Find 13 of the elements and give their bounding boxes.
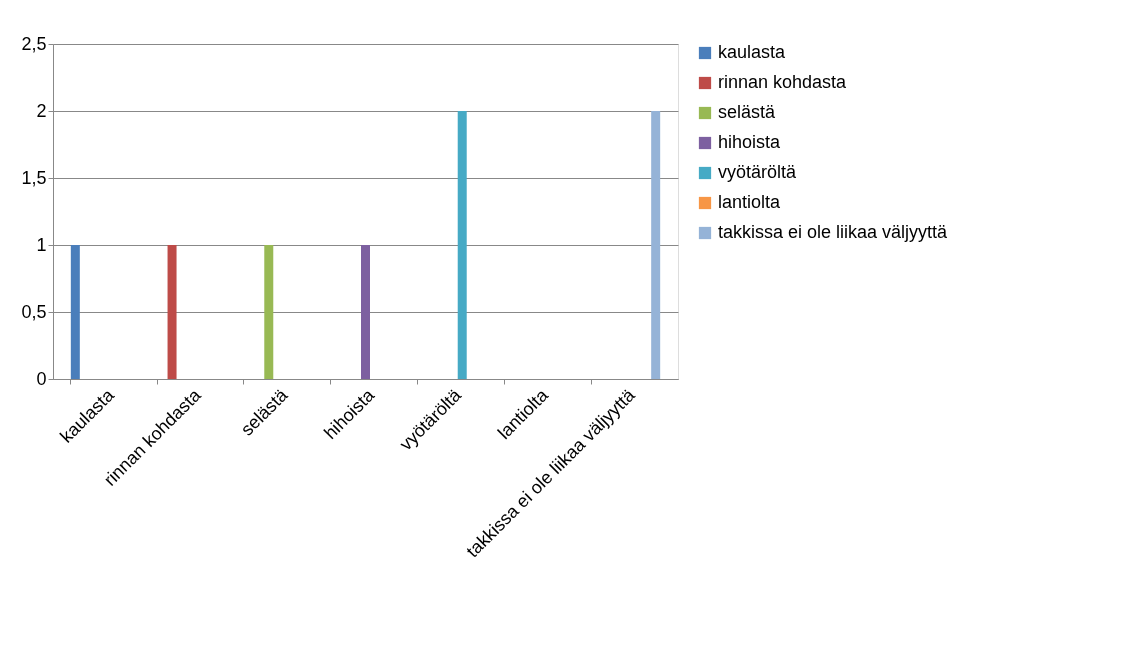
legend-label: takkissa ei ole liikaa väljyyttä — [718, 222, 949, 242]
legend-label: selästä — [718, 102, 777, 122]
y-tick-label: 2 — [36, 100, 47, 121]
legend-label: vyötäröltä — [718, 162, 798, 182]
y-tick-label: 2,5 — [21, 33, 47, 54]
y-tick-label: 0 — [36, 368, 47, 389]
legend-label: rinnan kohdasta — [718, 72, 848, 92]
legend-label: hihoista — [718, 132, 782, 152]
y-tick-label: 0,5 — [21, 301, 47, 322]
legend-label: kaulasta — [718, 42, 787, 62]
legend-label: lantiolta — [718, 192, 782, 212]
y-tick-label: 1,5 — [21, 167, 47, 188]
y-tick-label: 1 — [36, 234, 47, 255]
